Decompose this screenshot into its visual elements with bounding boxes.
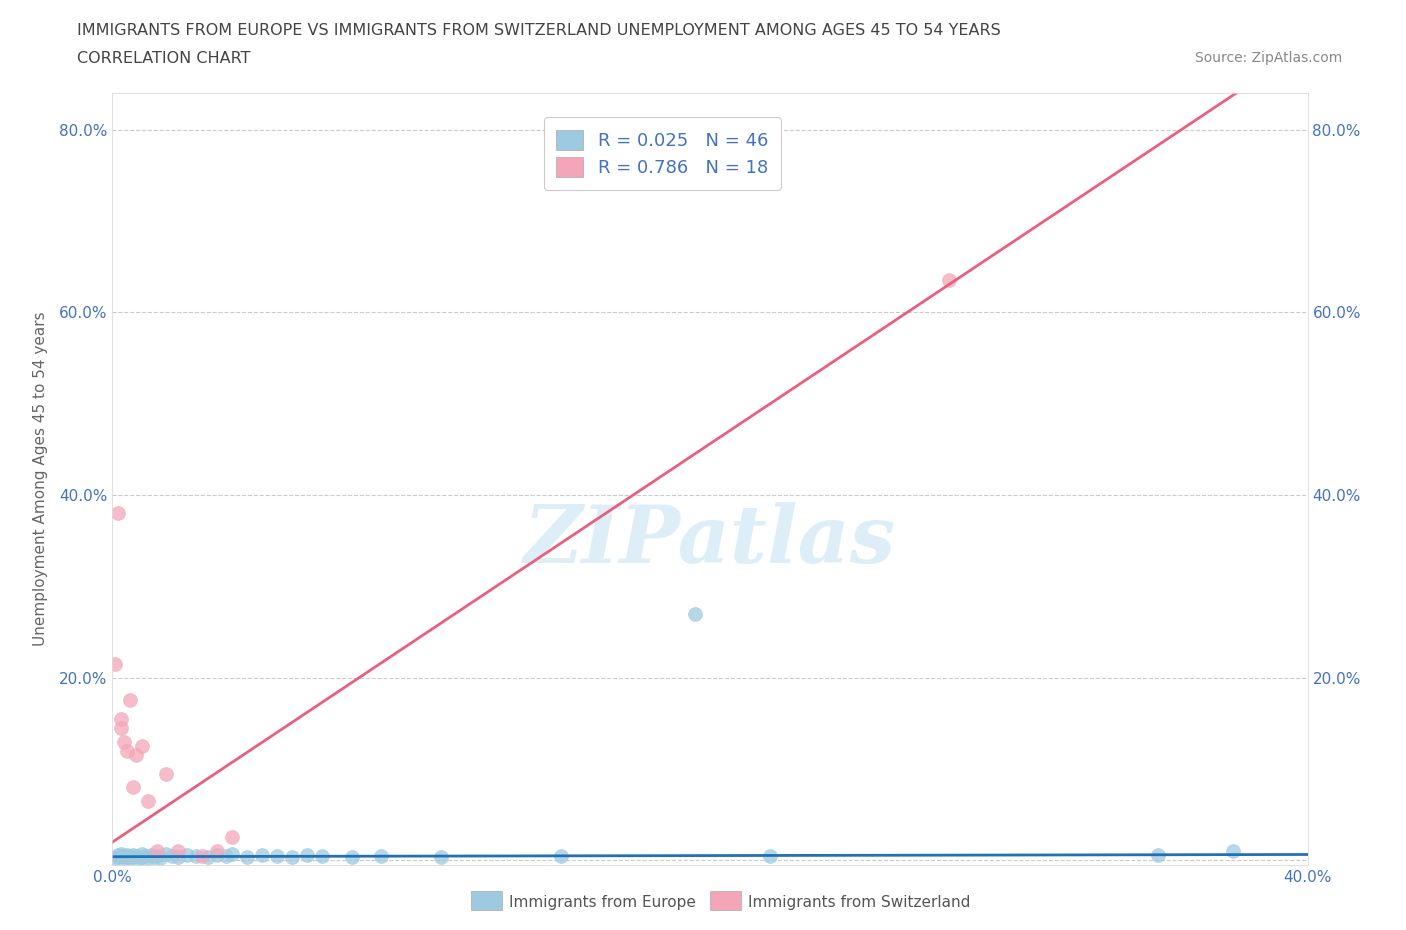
Text: Immigrants from Switzerland: Immigrants from Switzerland xyxy=(748,895,970,910)
Point xyxy=(104,850,127,865)
Point xyxy=(236,849,259,864)
Point xyxy=(162,848,183,863)
Point xyxy=(117,847,139,862)
Point xyxy=(215,848,238,863)
Point xyxy=(110,846,132,861)
Point xyxy=(131,846,153,861)
Point xyxy=(122,847,145,862)
Point xyxy=(110,721,132,736)
Point xyxy=(370,848,392,863)
Text: Immigrants from Europe: Immigrants from Europe xyxy=(509,895,696,910)
Point xyxy=(117,743,139,758)
Point xyxy=(117,849,139,864)
Point xyxy=(143,849,166,864)
Point xyxy=(134,848,156,863)
Point xyxy=(122,849,145,864)
Point xyxy=(125,848,148,863)
Point xyxy=(146,848,169,863)
Point xyxy=(1222,844,1244,858)
Point xyxy=(149,850,172,865)
Point xyxy=(131,738,153,753)
Point xyxy=(138,793,160,808)
Point xyxy=(107,849,129,864)
Point xyxy=(141,847,163,862)
Point xyxy=(266,848,288,863)
Point xyxy=(311,848,333,863)
Point xyxy=(110,848,132,863)
Point xyxy=(938,272,960,287)
Point xyxy=(138,850,160,865)
Point xyxy=(107,506,129,521)
Legend: R = 0.025   N = 46, R = 0.786   N = 18: R = 0.025 N = 46, R = 0.786 N = 18 xyxy=(544,117,780,190)
Point xyxy=(205,847,228,862)
Text: IMMIGRANTS FROM EUROPE VS IMMIGRANTS FROM SWITZERLAND UNEMPLOYMENT AMONG AGES 45: IMMIGRANTS FROM EUROPE VS IMMIGRANTS FRO… xyxy=(77,23,1001,38)
Point xyxy=(114,850,135,865)
Point xyxy=(120,850,142,865)
Point xyxy=(167,849,190,864)
Point xyxy=(221,830,243,845)
Point xyxy=(186,848,208,863)
Point xyxy=(250,847,273,862)
Point xyxy=(110,711,132,726)
Point xyxy=(131,849,153,864)
Point xyxy=(120,848,142,863)
Point xyxy=(167,844,190,858)
Point xyxy=(122,780,145,795)
Point xyxy=(128,850,150,865)
Point xyxy=(125,748,148,763)
Point xyxy=(1147,847,1170,862)
Point xyxy=(155,846,177,861)
Point xyxy=(430,849,453,864)
Point xyxy=(191,848,214,863)
Text: CORRELATION CHART: CORRELATION CHART xyxy=(77,51,250,66)
Point xyxy=(146,844,169,858)
Point xyxy=(683,606,706,621)
Point xyxy=(197,849,219,864)
Point xyxy=(221,846,243,861)
Point xyxy=(205,844,228,858)
Point xyxy=(176,847,198,862)
Point xyxy=(120,693,142,708)
Y-axis label: Unemployment Among Ages 45 to 54 years: Unemployment Among Ages 45 to 54 years xyxy=(32,312,48,646)
Point xyxy=(550,848,572,863)
Point xyxy=(340,849,363,864)
Point xyxy=(107,847,129,862)
Point xyxy=(114,734,135,749)
Point xyxy=(295,847,318,862)
Point xyxy=(281,849,304,864)
Point xyxy=(155,766,177,781)
Text: Source: ZipAtlas.com: Source: ZipAtlas.com xyxy=(1195,51,1343,65)
Point xyxy=(759,848,782,863)
Text: ZIPatlas: ZIPatlas xyxy=(524,502,896,579)
Point xyxy=(114,848,135,863)
Point xyxy=(104,657,127,671)
